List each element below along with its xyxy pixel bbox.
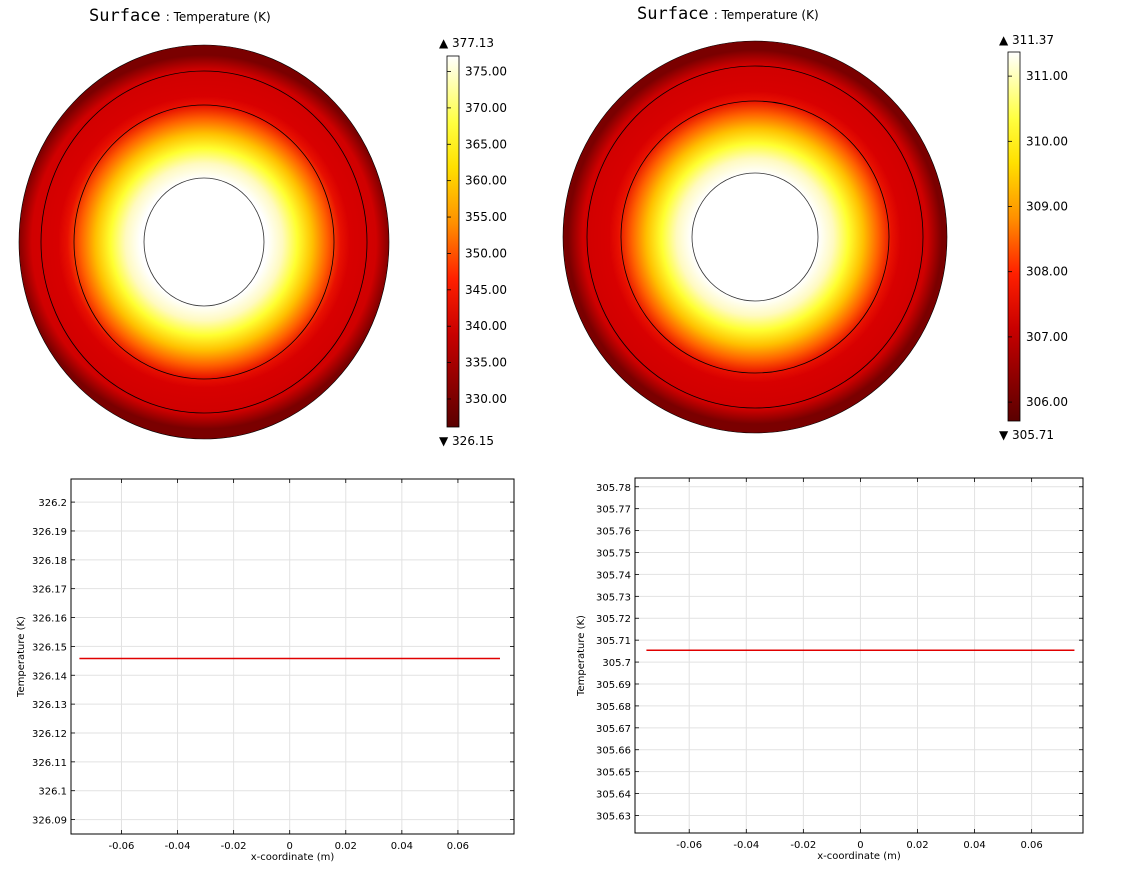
colorbar-tick-label: 350.00 <box>465 246 507 260</box>
y-tick-label: 326.2 <box>38 498 67 509</box>
x-tick-label: 0 <box>287 841 293 852</box>
colorbar-tick-label: 360.00 <box>465 174 507 188</box>
plot-frame <box>70 478 515 835</box>
y-tick-label: 305.76 <box>596 527 631 538</box>
colorbar-1-max: ▲ 377.13 <box>439 36 495 50</box>
y-tick-label: 305.75 <box>596 549 631 560</box>
y-axis-label: Temperature (K) <box>576 615 587 697</box>
y-tick-label: 305.77 <box>596 505 631 516</box>
colorbar-2-bar <box>1007 51 1021 422</box>
x-axis-label: x-coordinate (m) <box>251 852 335 863</box>
x-tick-label: 0.02 <box>906 840 928 851</box>
line-plot-1: -0.06 -0.04 -0.02 0 0.02 0.04 0.06326.09326.13… <box>16 478 515 863</box>
line-plot-2: -0.06 -0.04 -0.02 0 0.02 0.04 0.06 305.63 305.64… <box>576 477 1084 862</box>
colorbar-2-min: ▼ 305.71 <box>999 428 1055 442</box>
colorbar-tick-label: 330.00 <box>465 392 507 406</box>
y-tick-label: 305.65 <box>596 768 631 779</box>
x-tick-label: -0.06 <box>109 841 135 852</box>
y-tick-label: 305.71 <box>596 636 631 647</box>
x-tick-label: -0.02 <box>790 840 816 851</box>
colorbar-2-svg: 311.00 310.00 309.00 308.00 307.00 306.00 <box>1007 51 1068 422</box>
colorbar-tick-label: 370.00 <box>465 101 507 115</box>
surface-title-main: Surface <box>89 6 161 26</box>
layer-boundary-3 <box>40 70 368 414</box>
x-tick-label: 0.06 <box>1021 840 1043 851</box>
annulus-domain <box>18 44 390 440</box>
y-tick-label: 326.16 <box>32 614 67 625</box>
colorbar-tick-label: 309.00 <box>1026 200 1068 214</box>
surface-title-sub: : Temperature (K) <box>713 8 819 22</box>
layer-boundary-3 <box>586 65 924 409</box>
y-tick-label: 305.73 <box>596 592 631 603</box>
colorbar-2-ticks: 311.00 310.00 309.00 308.00 307.00 306.00 <box>1008 69 1068 409</box>
colorbar-1-bar <box>446 55 460 428</box>
x-tick-label: 0.06 <box>447 841 469 852</box>
surface-title-sub: : Temperature (K) <box>165 10 271 24</box>
x-tick-label: -0.02 <box>221 841 247 852</box>
grid <box>71 479 514 834</box>
colorbar-tick-label: 365.00 <box>465 137 507 151</box>
y-tick-label: 305.68 <box>596 702 631 713</box>
colorbar-tick-label: 306.00 <box>1026 395 1068 409</box>
colorbar-tick-label: 311.00 <box>1026 69 1068 83</box>
colorbar-1-svg: 375.00 370.00 365.00 360.00 355.00 350.00 345.… <box>446 55 507 428</box>
y-tick-label: 305.63 <box>596 811 631 822</box>
surface-title-2: Surface : Temperature (K) <box>637 4 819 24</box>
x-axis-label: x-coordinate (m) <box>817 851 901 862</box>
plot-frame <box>634 477 1084 834</box>
y-tick-label: 305.72 <box>596 614 631 625</box>
colorbar-1-ticks: 375.00 370.00 365.00 360.00 355.00 350.00 345.… <box>447 65 507 406</box>
colorbar-tick-label: 308.00 <box>1026 265 1068 279</box>
colorbar-tick-label: 340.00 <box>465 319 507 333</box>
colorbar-1-min: ▼ 326.15 <box>439 434 495 448</box>
inner-hole <box>691 172 819 302</box>
grid <box>635 478 1083 833</box>
y-tick-label: 305.78 <box>596 483 631 494</box>
y-tick-label: 326.09 <box>32 816 67 827</box>
y-tick-label: 326.14 <box>32 671 67 682</box>
colorbar-tick-label: 307.00 <box>1026 330 1068 344</box>
x-tick-label: 0.02 <box>335 841 357 852</box>
y-tick-label: 305.7 <box>602 658 631 669</box>
inner-hole <box>143 177 265 307</box>
y-axis-label: Temperature (K) <box>16 616 27 698</box>
x-tick-label: -0.04 <box>733 840 759 851</box>
y-tick-label: 305.66 <box>596 746 631 757</box>
surface-plot-1 <box>18 44 390 440</box>
y-tick-label: 305.69 <box>596 680 631 691</box>
layer-boundary-2 <box>73 104 335 380</box>
y-tick-label: 326.13 <box>32 700 67 711</box>
y-tick-label: 326.11 <box>32 758 67 769</box>
y-tick-label: 305.67 <box>596 724 631 735</box>
y-tick-label: 326.17 <box>32 585 67 596</box>
surface-title-1: Surface : Temperature (K) <box>89 6 271 26</box>
y-tick-label: 326.19 <box>32 527 67 538</box>
surface-plot-2 <box>562 40 948 434</box>
colorbar-tick-label: 355.00 <box>465 210 507 224</box>
y-tick-label: 305.74 <box>596 570 631 581</box>
surface-title-main: Surface <box>637 4 709 24</box>
x-tick-label: -0.06 <box>676 840 702 851</box>
x-tick-label: 0.04 <box>963 840 985 851</box>
colorbar-tick-label: 335.00 <box>465 356 507 370</box>
y-tick-label: 326.18 <box>32 556 67 567</box>
colorbar-2-max: ▲ 311.37 <box>999 33 1055 47</box>
x-tick-label: 0 <box>857 840 863 851</box>
colorbar-tick-label: 375.00 <box>465 65 507 79</box>
y-tick-label: 326.12 <box>32 729 67 740</box>
colorbar-tick-label: 310.00 <box>1026 134 1068 148</box>
layer-boundary-2 <box>620 100 890 374</box>
x-tick-label: -0.04 <box>165 841 191 852</box>
x-tick-label: 0.04 <box>391 841 413 852</box>
y-tick-label: 326.1 <box>38 787 67 798</box>
y-tick-label: 326.15 <box>32 642 67 653</box>
colorbar-tick-label: 345.00 <box>465 283 507 297</box>
annulus-domain <box>562 40 948 434</box>
y-tick-label: 305.64 <box>596 790 631 801</box>
